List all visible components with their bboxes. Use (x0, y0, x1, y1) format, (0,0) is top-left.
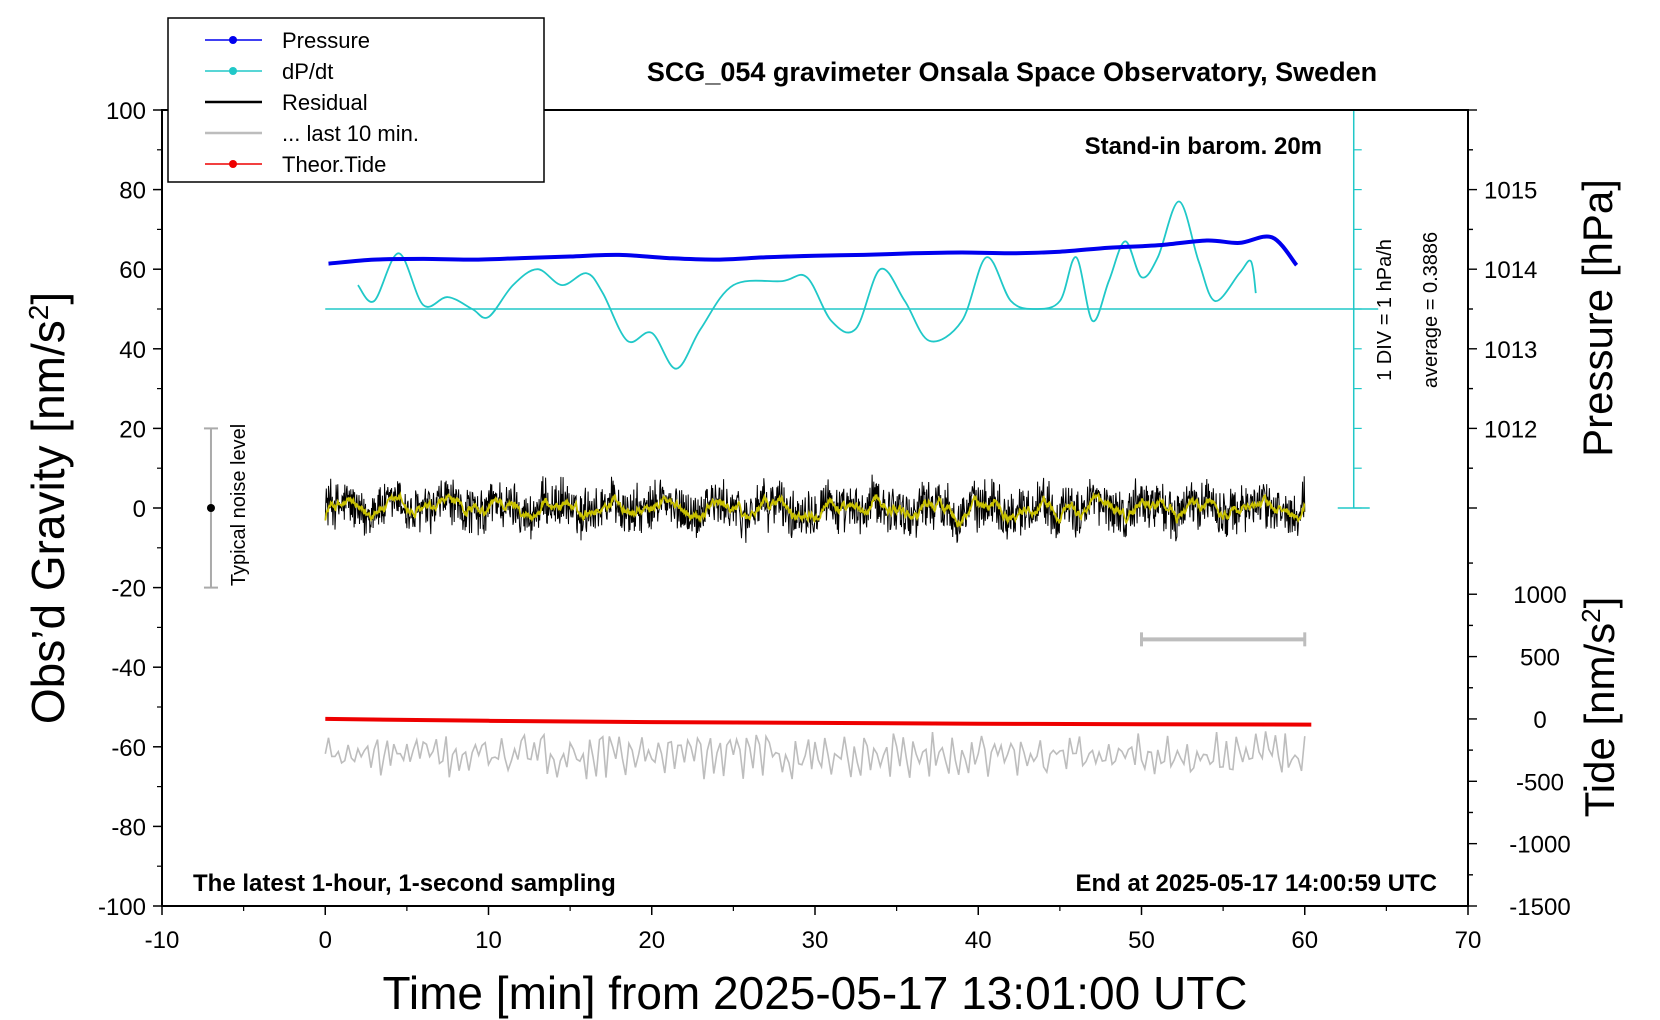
y-tick-label: 20 (119, 416, 146, 443)
y-axis-label-left-main: Obs’d Gravity [nm/s (22, 320, 74, 724)
y-axis-label-tide-sup: 2 (1576, 608, 1606, 622)
y-tick-label: 40 (119, 337, 146, 364)
legend-label: Pressure (282, 28, 370, 53)
y-tick-label: -100 (98, 894, 146, 921)
legend-marker (229, 67, 237, 75)
y-tick-label: -40 (111, 655, 146, 682)
pressure-tick-labels: 1012 1013 1014 1015 (1484, 178, 1537, 444)
legend-marker (229, 160, 237, 168)
chart-title: SCG_054 gravimeter Onsala Space Observat… (647, 57, 1377, 87)
latest-annotation: The latest 1-hour, 1-second sampling (193, 870, 616, 897)
tide-tick-label: 1000 (1513, 582, 1566, 609)
x-tick-label: 10 (475, 927, 502, 954)
legend-marker (229, 36, 237, 44)
legend: Pressure dP/dt Residual ... last 10 min. The… (167, 17, 545, 183)
y-tick-label: 0 (133, 496, 146, 523)
x-tick-label: 70 (1455, 927, 1482, 954)
plot-frame (161, 109, 1469, 907)
legend-box (167, 17, 545, 183)
barometer-annotation: Stand-in barom. 20m (1085, 133, 1322, 160)
y-tick-label: 100 (106, 98, 146, 125)
y-tick-label: 80 (119, 178, 146, 205)
series-layer (203, 200, 1379, 780)
y-axis-label-left-sup: 2 (23, 305, 54, 321)
tide-tick-labels: -1500 -1000 -500 0 500 1000 (1509, 582, 1570, 921)
tide-tick-label: 0 (1533, 707, 1546, 734)
y-tick-labels: -100 -80 -60 -40 -20 0 20 40 60 80 100 (98, 98, 146, 921)
pressure-tick-label: 1014 (1484, 257, 1537, 284)
pressure-tick-label: 1013 (1484, 337, 1537, 364)
end-time-annotation: End at 2025-05-17 14:00:59 UTC (1076, 870, 1438, 897)
x-tick-label: 60 (1291, 927, 1318, 954)
pressure-line (328, 234, 1299, 267)
x-tick-label: 0 (319, 927, 332, 954)
x-tick-label: -10 (145, 927, 180, 954)
y-tick-label: -60 (111, 735, 146, 762)
legend-label: Residual (282, 90, 368, 115)
tide-tick-label: -1000 (1509, 832, 1570, 859)
noise-level-label: Typical noise level (228, 424, 250, 586)
x-tick-label: 20 (638, 927, 665, 954)
y-axis-label-tide-main: Tide [nm/s (1576, 623, 1623, 818)
pressure-tick-label: 1015 (1484, 178, 1537, 205)
y-axis-label-left-end: ] (22, 292, 74, 305)
dpdt-line (357, 200, 1257, 370)
legend-items: Pressure dP/dt Residual ... last 10 min. The… (205, 28, 419, 177)
theor-tide-line (325, 716, 1312, 727)
x-tick-labels: -10 0 10 20 30 40 50 60 70 (145, 927, 1482, 954)
residual-smoothed-line (324, 491, 1306, 529)
tide-tick-label: -1500 (1509, 894, 1570, 921)
pressure-tick-label: 1012 (1484, 416, 1537, 443)
last-10-min-line (324, 731, 1306, 780)
average-label: average = 0.3886 (1420, 232, 1442, 388)
tide-tick-label: 500 (1520, 645, 1560, 672)
tide-tick-label: -500 (1516, 769, 1564, 796)
y-axis-label-pressure: Pressure [hPa] (1574, 179, 1621, 457)
y-axis-label-tide-end: ] (1576, 597, 1623, 609)
legend-label: Theor.Tide (282, 152, 386, 177)
x-tick-label: 40 (965, 927, 992, 954)
legend-label: ... last 10 min. (282, 121, 419, 146)
y-axis-label-tide: Tide [nm/s2] (1576, 597, 1623, 818)
noise-bar-center-dot (206, 504, 215, 512)
x-tick-label: 50 (1128, 927, 1155, 954)
y-tick-label: 60 (119, 257, 146, 284)
y-tick-label: -80 (111, 814, 146, 841)
div-label: 1 DIV = 1 hPa/h (1374, 239, 1396, 381)
x-axis-label: Time [min] from 2025-05-17 13:01:00 UTC (383, 967, 1248, 1019)
legend-label: dP/dt (282, 59, 333, 84)
x-tick-label: 30 (802, 927, 829, 954)
y-tick-label: -20 (111, 576, 146, 603)
y-axis-label-left: Obs’d Gravity [nm/s2] (22, 292, 74, 724)
